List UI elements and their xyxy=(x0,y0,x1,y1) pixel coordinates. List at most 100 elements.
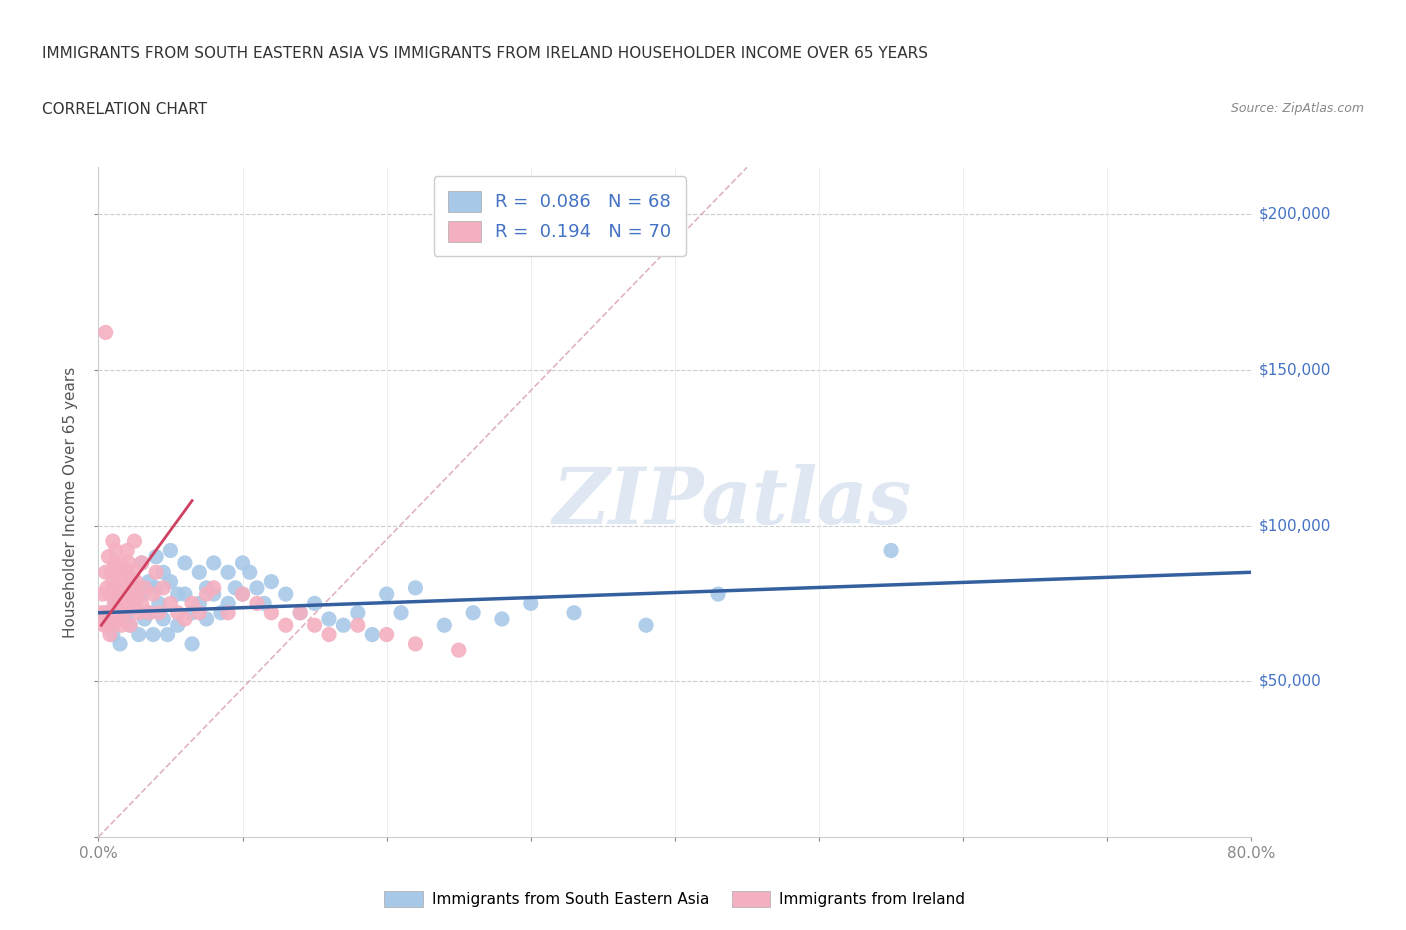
Point xyxy=(104,596,127,611)
Point xyxy=(188,596,211,611)
Point xyxy=(318,627,340,642)
Point xyxy=(152,565,174,579)
Point xyxy=(231,555,254,570)
Point xyxy=(260,605,283,620)
Point xyxy=(166,618,188,632)
Point xyxy=(148,596,170,611)
Text: ZIPatlas: ZIPatlas xyxy=(553,464,912,540)
Point xyxy=(108,555,131,570)
Point xyxy=(636,618,658,632)
Point xyxy=(375,627,398,642)
Point xyxy=(96,618,118,632)
Point xyxy=(138,574,160,589)
Point xyxy=(166,587,188,602)
Point xyxy=(131,587,153,602)
Point xyxy=(707,587,730,602)
Point xyxy=(181,636,204,651)
Point xyxy=(195,587,218,602)
Point xyxy=(375,587,398,602)
Point xyxy=(274,618,297,632)
Point xyxy=(304,618,326,632)
Point xyxy=(202,587,225,602)
Point xyxy=(98,618,121,632)
Point xyxy=(447,643,470,658)
Point xyxy=(93,618,115,632)
Point xyxy=(159,596,181,611)
Point xyxy=(145,550,167,565)
Point xyxy=(260,574,283,589)
Point xyxy=(112,565,135,579)
Point xyxy=(562,605,585,620)
Point xyxy=(131,555,153,570)
Point xyxy=(94,565,117,579)
Point xyxy=(491,612,513,627)
Point xyxy=(188,605,211,620)
Point xyxy=(181,596,204,611)
Point xyxy=(107,580,129,595)
Point xyxy=(118,555,141,570)
Point xyxy=(217,596,239,611)
Point xyxy=(131,555,153,570)
Point xyxy=(90,605,112,620)
Point xyxy=(107,605,129,620)
Point xyxy=(239,565,262,579)
Point xyxy=(94,605,117,620)
Point xyxy=(124,596,146,611)
Point xyxy=(117,565,138,579)
Point xyxy=(174,587,197,602)
Point xyxy=(117,596,138,611)
Point xyxy=(138,605,160,620)
Point xyxy=(231,587,254,602)
Text: CORRELATION CHART: CORRELATION CHART xyxy=(42,102,207,117)
Point xyxy=(188,565,211,579)
Point xyxy=(98,627,121,642)
Text: $100,000: $100,000 xyxy=(1258,518,1330,533)
Point xyxy=(91,587,114,602)
Point xyxy=(120,618,142,632)
Point xyxy=(112,612,135,627)
Point xyxy=(104,543,127,558)
Point xyxy=(195,612,218,627)
Point xyxy=(202,555,225,570)
Point xyxy=(94,325,117,339)
Point xyxy=(101,618,124,632)
Point xyxy=(152,580,174,595)
Point xyxy=(138,605,160,620)
Point xyxy=(112,605,135,620)
Point xyxy=(117,543,138,558)
Point xyxy=(127,587,149,602)
Point xyxy=(100,605,122,620)
Text: $200,000: $200,000 xyxy=(1258,206,1330,221)
Point xyxy=(209,605,232,620)
Point xyxy=(346,618,368,632)
Point xyxy=(125,574,148,589)
Point xyxy=(217,565,239,579)
Point xyxy=(361,627,384,642)
Point xyxy=(124,596,146,611)
Point xyxy=(405,580,427,595)
Point xyxy=(145,580,167,595)
Point xyxy=(122,565,145,579)
Point xyxy=(217,605,239,620)
Point xyxy=(461,605,484,620)
Point xyxy=(246,596,269,611)
Point xyxy=(101,580,124,595)
Y-axis label: Householder Income Over 65 years: Householder Income Over 65 years xyxy=(63,366,79,638)
Point xyxy=(174,555,197,570)
Point xyxy=(346,605,368,620)
Point xyxy=(96,580,118,595)
Point xyxy=(274,587,297,602)
Point xyxy=(174,612,197,627)
Point xyxy=(128,605,150,620)
Point xyxy=(121,587,143,602)
Point xyxy=(134,612,156,627)
Point xyxy=(117,605,138,620)
Point xyxy=(318,612,340,627)
Point xyxy=(101,574,124,589)
Point xyxy=(134,580,156,595)
Point xyxy=(120,618,142,632)
Point xyxy=(124,534,146,549)
Point xyxy=(145,565,167,579)
Point xyxy=(520,596,543,611)
Point xyxy=(202,580,225,595)
